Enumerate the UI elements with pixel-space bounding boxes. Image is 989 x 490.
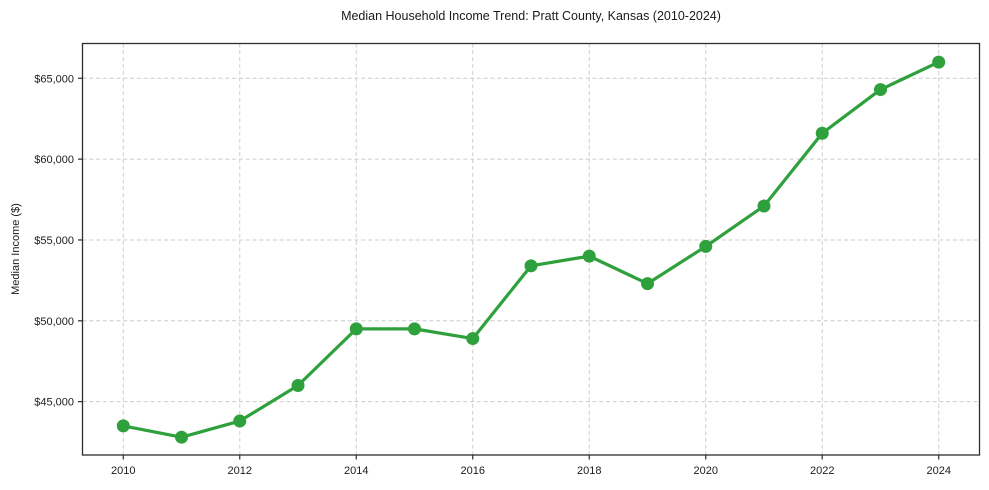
data-point-2016 [466, 332, 480, 346]
y-tick-label: $60,000 [34, 154, 74, 166]
data-point-2019 [640, 277, 654, 291]
x-tick-label: 2012 [228, 465, 252, 477]
data-point-2010 [116, 419, 130, 433]
x-tick-label: 2016 [461, 465, 485, 477]
y-tick-label: $45,000 [34, 397, 74, 409]
data-point-2021 [757, 199, 771, 213]
data-point-2018 [582, 249, 596, 263]
data-point-2020 [699, 239, 713, 253]
trend-line [121, 60, 941, 439]
x-tick-label: 2010 [111, 465, 135, 477]
x-tick-label: 2020 [693, 465, 717, 477]
x-tick-label: 2018 [577, 465, 601, 477]
x-tick-label: 2014 [344, 465, 368, 477]
data-point-2023 [873, 83, 887, 97]
y-tick-label: $65,000 [34, 73, 74, 85]
plot-border [81, 42, 981, 456]
data-point-2014 [349, 322, 363, 336]
chart-title: Median Household Income Trend: Pratt Cou… [341, 9, 721, 23]
data-point-2013 [291, 378, 305, 392]
data-point-2017 [524, 259, 538, 273]
data-point-2024 [932, 55, 946, 69]
y-tick-label: $50,000 [34, 316, 74, 328]
data-point-2022 [815, 126, 829, 140]
data-point-2015 [408, 322, 422, 336]
x-tick-label: 2024 [926, 465, 950, 477]
x-tick-label: 2022 [810, 465, 834, 477]
data-point-2011 [175, 430, 189, 444]
y-tick-label: $55,000 [34, 235, 74, 247]
data-point-2012 [233, 414, 247, 428]
